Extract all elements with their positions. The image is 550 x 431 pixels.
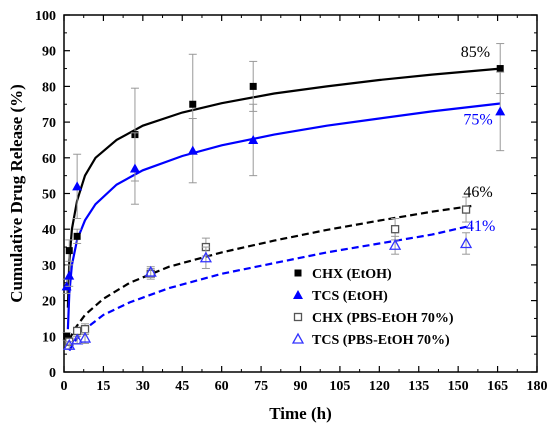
data-point-series-3 [80, 325, 90, 334]
data-point-series-1 [189, 100, 197, 108]
release-annotation: 41% [466, 218, 495, 235]
release-annotation: 46% [463, 184, 492, 201]
x-tick-label: 0 [61, 379, 68, 394]
x-tick-label: 15 [96, 379, 110, 394]
legend-label: TCS (PBS-EtOH 70%) [312, 333, 450, 348]
x-tick-label: 120 [369, 379, 390, 394]
data-point-series-2 [72, 181, 83, 191]
y-tick-label: 50 [42, 188, 56, 203]
x-tick-label: 150 [448, 379, 469, 394]
data-point-series-4 [459, 237, 473, 249]
y-tick-label: 90 [42, 45, 56, 60]
release-annotation: 85% [461, 44, 490, 61]
data-point-series-1 [73, 232, 81, 240]
legend-marker-series-4 [291, 332, 305, 344]
data-point-series-4 [78, 331, 92, 343]
x-tick-label: 60 [215, 379, 229, 394]
x-tick-label: 105 [329, 379, 350, 394]
y-tick-label: 80 [42, 80, 56, 95]
legend-label: TCS (EtOH) [312, 289, 388, 304]
legend-marker-series-3 [293, 312, 303, 322]
x-tick-label: 90 [294, 379, 308, 394]
legend-label: CHX (PBS-EtOH 70%) [312, 311, 454, 326]
fit-curve-series-4 [68, 224, 472, 352]
data-point-series-3 [390, 225, 400, 234]
data-point-series-1 [65, 247, 73, 255]
data-point-series-4 [388, 238, 402, 250]
x-tick-label: 45 [175, 379, 189, 394]
x-tick-label: 180 [527, 379, 548, 394]
y-tick-label: 20 [42, 295, 56, 310]
x-tick-label: 165 [487, 379, 508, 394]
y-tick-label: 100 [35, 9, 56, 24]
legend-label: CHX (EtOH) [312, 267, 392, 282]
data-point-series-2 [64, 270, 75, 280]
legend-marker-series-1 [294, 269, 302, 277]
y-tick-label: 60 [42, 152, 56, 167]
y-tick-label: 0 [49, 366, 56, 381]
data-point-series-4 [144, 265, 157, 277]
release-annotation: 75% [463, 112, 492, 129]
x-tick-label: 30 [136, 379, 150, 394]
data-point-series-1 [249, 82, 257, 90]
fit-curve-series-3 [68, 204, 472, 341]
data-point-series-3 [461, 205, 471, 214]
y-tick-label: 10 [42, 330, 56, 345]
x-tick-label: 135 [408, 379, 429, 394]
y-tick-label: 30 [42, 259, 56, 274]
data-point-series-2 [495, 106, 506, 116]
legend: CHX (EtOH) TCS (EtOH) CHX (PBS-EtOH 70%) TC… [291, 267, 454, 348]
data-point-series-2 [129, 163, 140, 173]
y-tick-label: 40 [42, 223, 56, 238]
data-point-series-4 [63, 338, 76, 350]
y-tick-label: 70 [42, 116, 56, 131]
data-point-series-2 [248, 134, 259, 144]
x-axis-title: Time (h) [269, 404, 332, 423]
data-point-series-4 [199, 251, 213, 263]
data-point-series-2 [187, 145, 198, 155]
x-tick-label: 75 [254, 379, 268, 394]
data-point-series-4 [71, 333, 84, 345]
data-point-series-1 [63, 332, 71, 340]
fit-curve-series-1 [66, 67, 501, 308]
data-point-series-3 [72, 326, 82, 336]
y-axis-title: Cumulative Drug Release (%) [7, 84, 26, 303]
legend-marker-series-2 [293, 290, 303, 299]
fit-curve-series-2 [66, 102, 501, 330]
data-point-series-1 [496, 65, 504, 73]
